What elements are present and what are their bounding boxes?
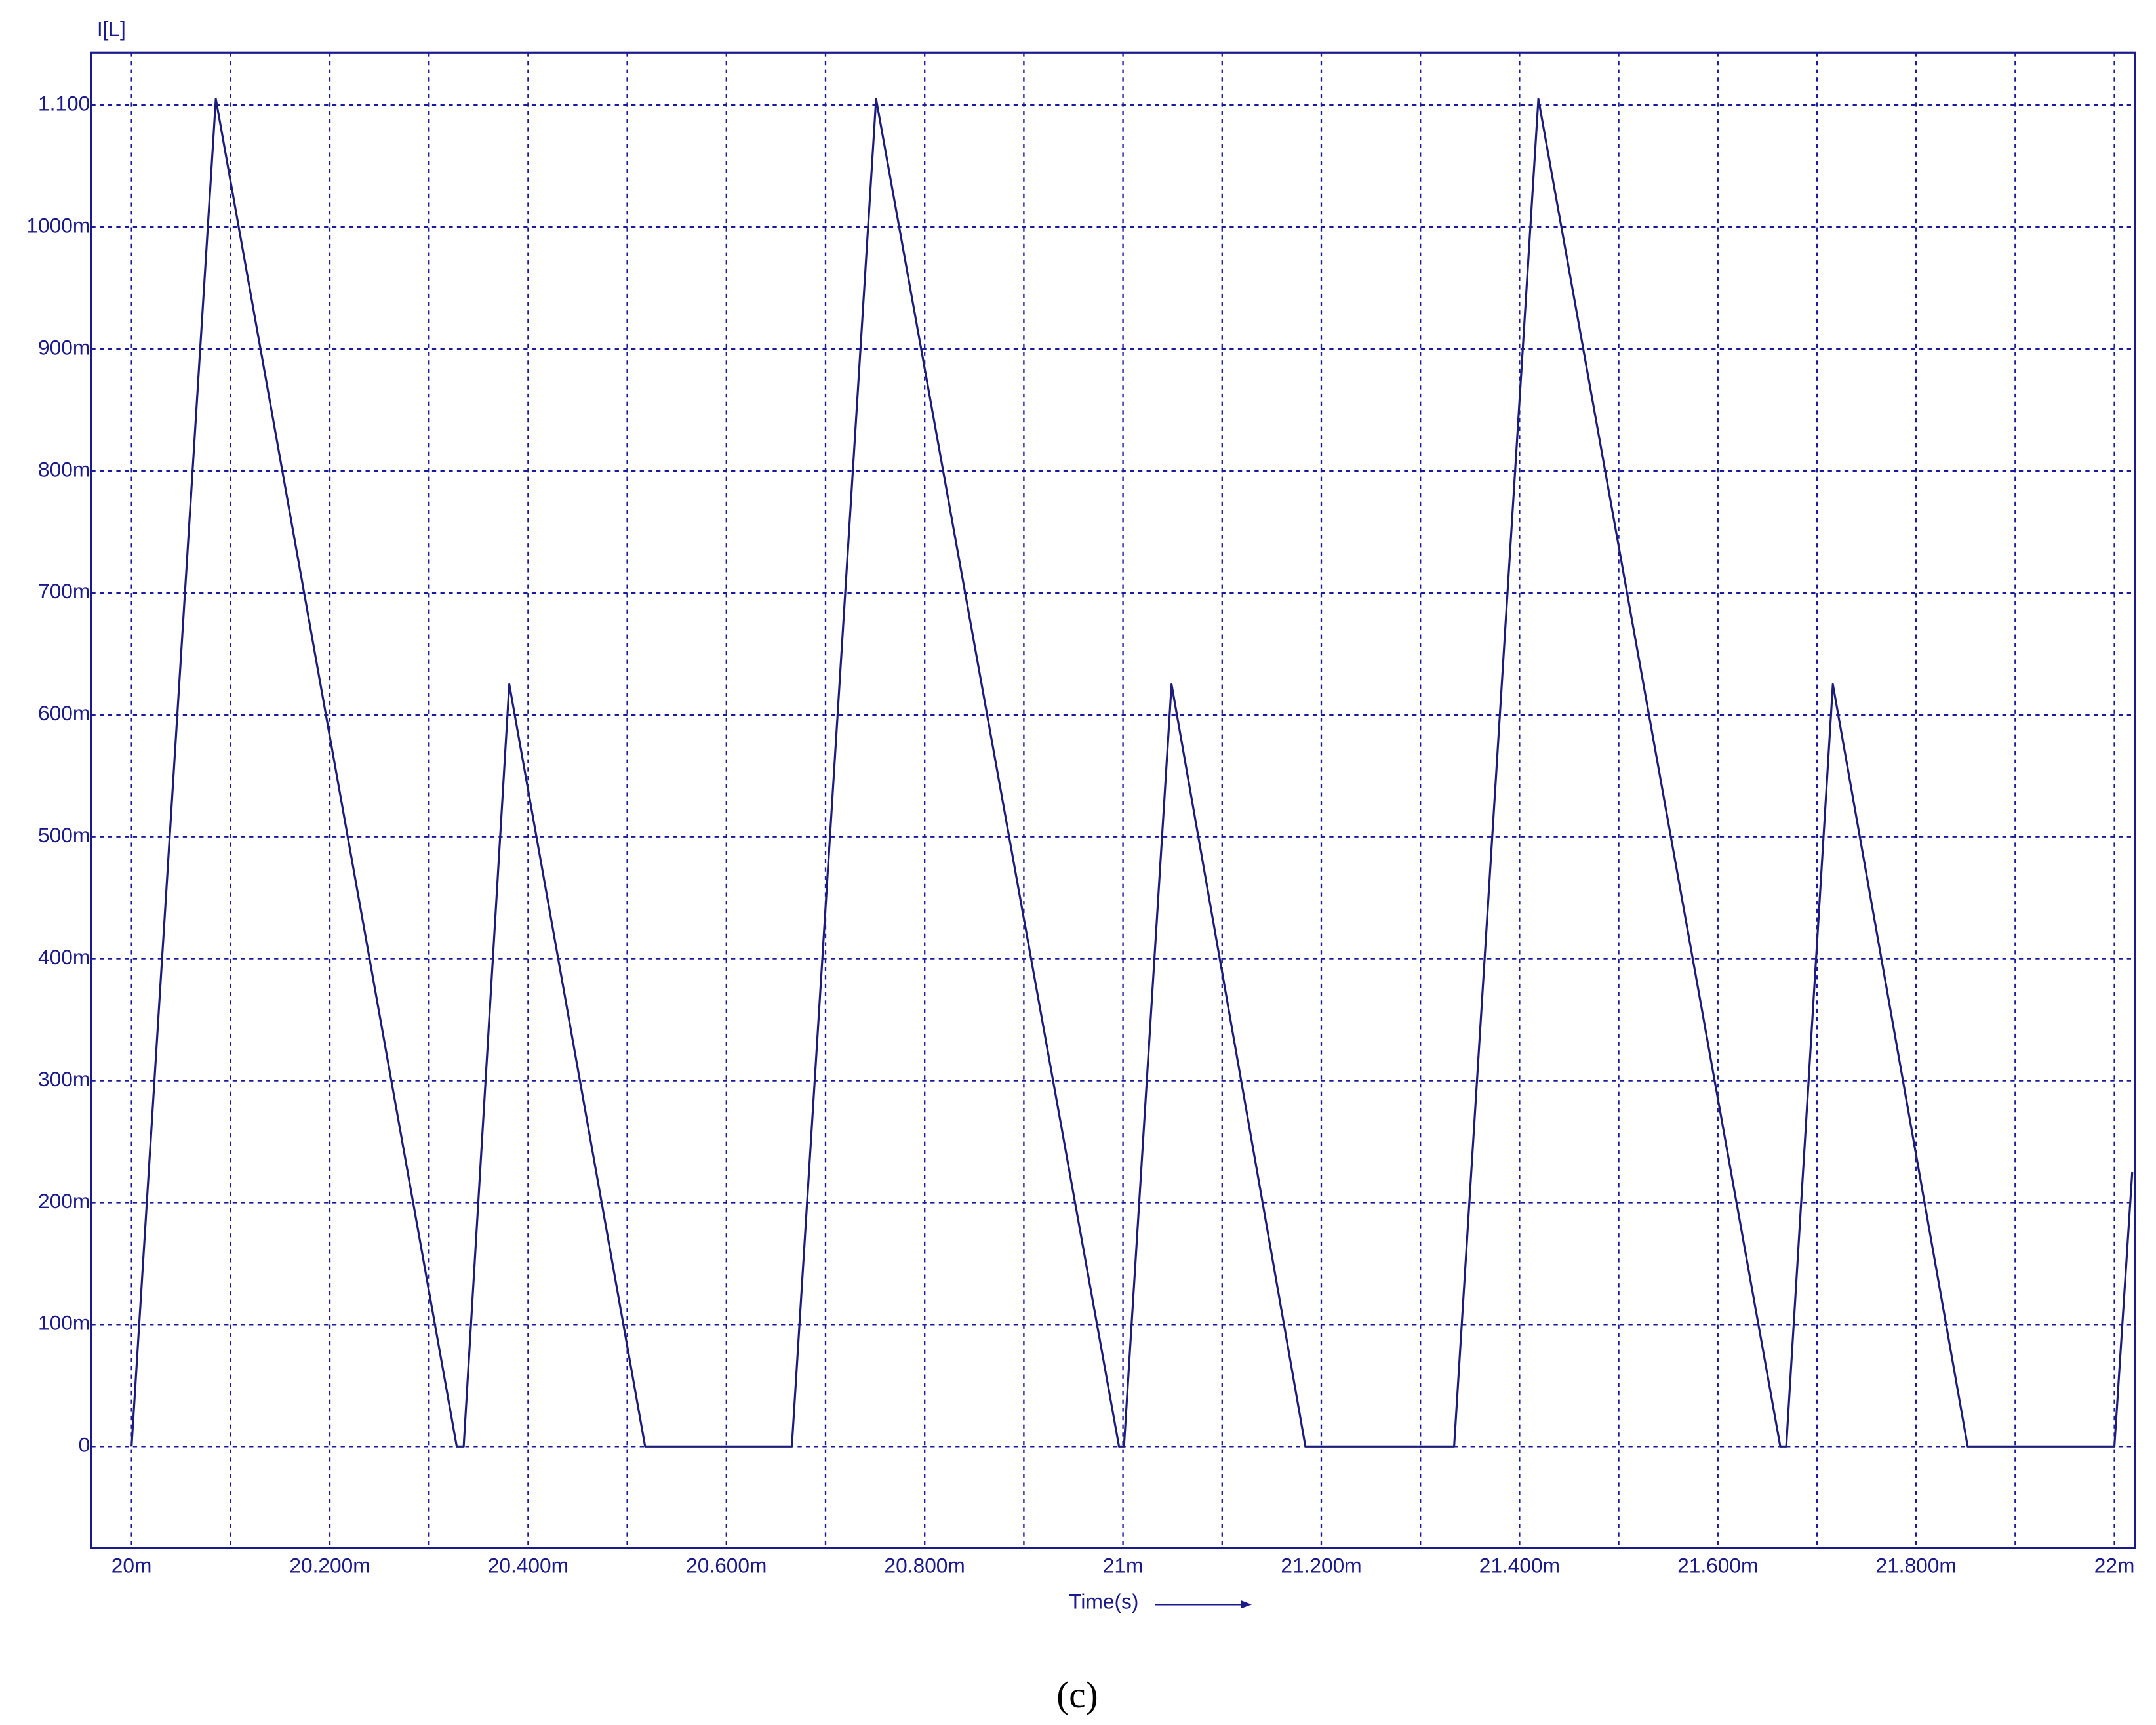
y-tick-label: 200m bbox=[38, 1189, 90, 1213]
x-tick-label: 21.200m bbox=[1281, 1554, 1361, 1577]
x-axis-title: Time(s) bbox=[1069, 1589, 1138, 1613]
x-tick-label: 20.200m bbox=[289, 1554, 370, 1577]
x-tick-label: 21m bbox=[1103, 1554, 1144, 1577]
x-tick-label: 22m bbox=[2094, 1554, 2135, 1577]
caption: (c) bbox=[1056, 1674, 1098, 1716]
x-tick-label: 21.800m bbox=[1876, 1554, 1957, 1577]
x-tick-label: 20m bbox=[111, 1554, 152, 1577]
y-tick-label: 900m bbox=[38, 335, 90, 359]
y-tick-label: 700m bbox=[38, 579, 90, 603]
x-tick-label: 20.600m bbox=[686, 1554, 767, 1577]
y-tick-label: 300m bbox=[38, 1067, 90, 1091]
y-tick-label: 100m bbox=[38, 1311, 90, 1335]
y-tick-label: 600m bbox=[38, 701, 90, 725]
y-tick-label: 1000m bbox=[26, 214, 90, 237]
y-axis-title: I[L] bbox=[97, 17, 126, 41]
x-tick-label: 20.400m bbox=[488, 1554, 569, 1577]
y-tick-label: 1.100 bbox=[38, 92, 90, 115]
x-tick-label: 21.400m bbox=[1479, 1554, 1560, 1577]
x-tick-label: 20.800m bbox=[885, 1554, 965, 1577]
plot-frame bbox=[90, 51, 2136, 1549]
x-tick-label: 21.600m bbox=[1677, 1554, 1758, 1577]
y-tick-label: 400m bbox=[38, 945, 90, 969]
y-tick-label: 800m bbox=[38, 457, 90, 481]
series-line bbox=[130, 98, 2134, 1448]
y-tick-label: 0 bbox=[79, 1433, 90, 1457]
x-axis-arrow bbox=[1155, 1600, 1252, 1609]
y-tick-label: 500m bbox=[38, 823, 90, 847]
